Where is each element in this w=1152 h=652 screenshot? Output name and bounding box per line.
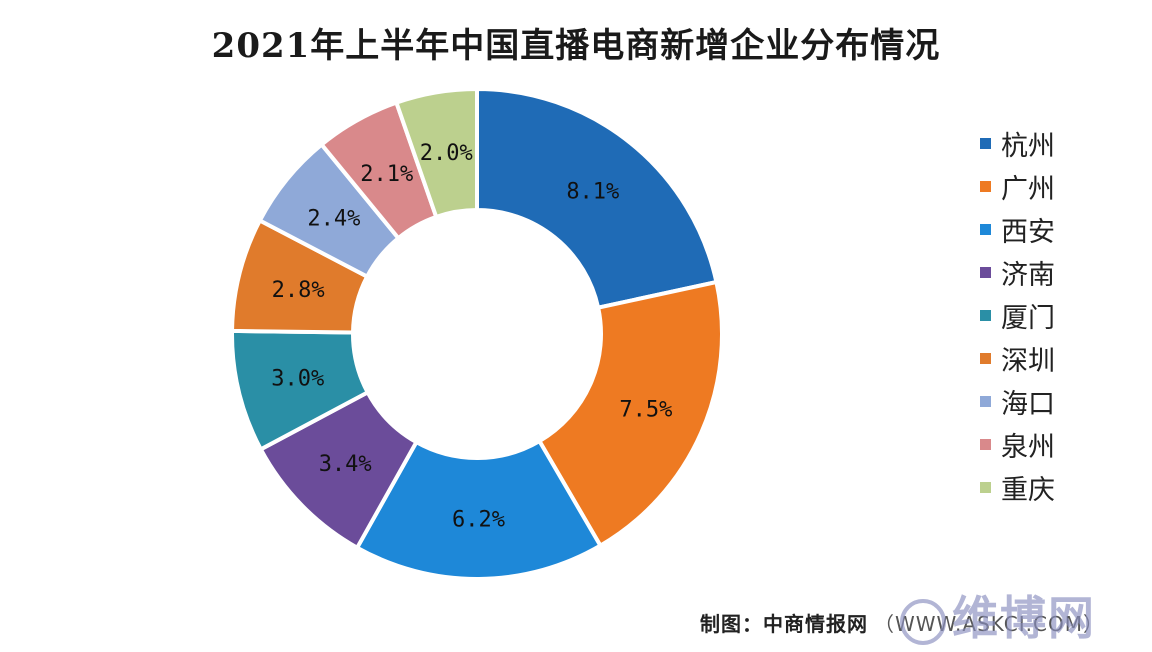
legend-item-2: 广州 [980, 165, 1140, 208]
donut-slice-3 [354, 438, 604, 581]
legend-item-3: 西安 [980, 208, 1140, 251]
legend-swatch [980, 181, 991, 192]
legend-label: 厦门 [1001, 303, 1055, 334]
legend-item-4: 济南 [980, 251, 1140, 294]
slice-data-label-3: 6.2% [452, 507, 505, 532]
legend-label: 深圳 [1001, 346, 1055, 377]
legend-label: 西安 [1001, 217, 1055, 248]
watermark-logo: 维博网 [900, 582, 1096, 648]
legend-swatch [980, 267, 991, 278]
legend-label: 泉州 [1001, 432, 1055, 463]
legend-label: 济南 [1001, 260, 1055, 291]
slice-data-label-1: 8.1% [566, 179, 619, 204]
legend-item-6: 深圳 [980, 337, 1140, 380]
legend-label: 重庆 [1001, 475, 1055, 506]
legend-item-8: 泉州 [980, 423, 1140, 466]
donut-slice-9 [393, 86, 479, 220]
slice-data-label-8: 2.1% [360, 162, 413, 187]
chart-title: 2021年上半年中国直播电商新增企业分布情况 [211, 26, 941, 66]
slice-data-label-9: 2.0% [420, 141, 473, 166]
legend-swatch [980, 138, 991, 149]
legend-item-1: 杭州 [980, 122, 1140, 165]
chart-legend: 杭州广州西安济南厦门深圳海口泉州重庆 [980, 122, 1140, 509]
legend-swatch [980, 396, 991, 407]
legend-label: 杭州 [1001, 131, 1055, 162]
watermark-text: 维博网 [952, 591, 1096, 645]
slice-data-label-6: 2.8% [272, 278, 325, 303]
legend-swatch [980, 439, 991, 450]
legend-item-9: 重庆 [980, 466, 1140, 509]
legend-label: 海口 [1001, 389, 1055, 420]
slice-data-label-7: 2.4% [307, 207, 360, 232]
donut-slice-1 [475, 86, 719, 311]
source-text: 制图：中商情报网 [700, 612, 868, 636]
legend-item-7: 海口 [980, 380, 1140, 423]
legend-swatch [980, 310, 991, 321]
legend-label: 广州 [1001, 174, 1055, 205]
legend-swatch [980, 224, 991, 235]
slice-data-label-4: 3.4% [319, 452, 372, 477]
slice-data-label-2: 7.5% [619, 397, 672, 422]
legend-item-5: 厦门 [980, 294, 1140, 337]
slice-data-label-5: 3.0% [271, 367, 324, 392]
legend-swatch [980, 482, 991, 493]
legend-swatch [980, 353, 991, 364]
donut-slice-2 [536, 279, 724, 549]
watermark-icon [900, 598, 946, 645]
